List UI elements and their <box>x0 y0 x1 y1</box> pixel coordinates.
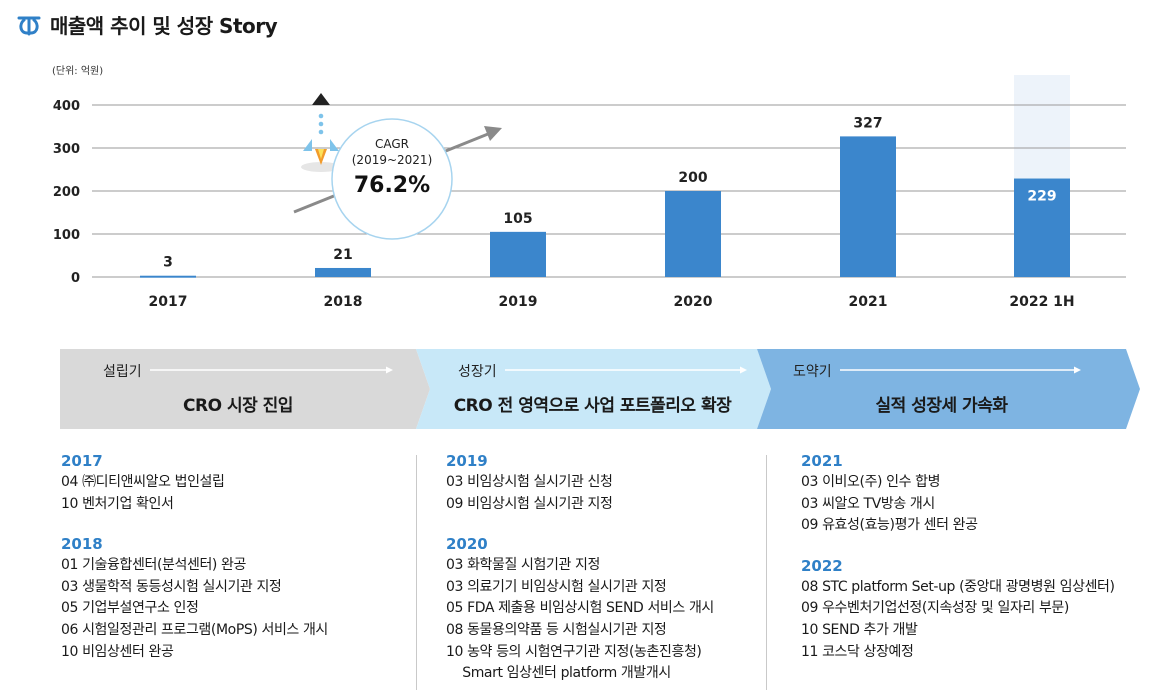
history-event: 01 기술융합센터(분석센터) 완공 <box>61 557 246 574</box>
cagr-value: 76.2% <box>354 173 430 198</box>
cagr-label: CAGR <box>375 137 409 151</box>
history-event: 08 STC platform Set-up (중앙대 광명병원 임상센터) <box>801 578 1115 595</box>
data-label: 21 <box>333 247 352 263</box>
x-tick-label: 2019 <box>499 294 538 310</box>
x-tick-label: 2017 <box>149 294 188 310</box>
x-tick-label: 2022 1H <box>1009 294 1074 310</box>
bar-2022-1H <box>1014 178 1070 277</box>
data-label: 327 <box>853 115 882 131</box>
phase-shape-2 <box>416 349 771 429</box>
history-year: 2019 <box>446 452 488 470</box>
history-event: 06 시험일정관리 프로그램(MoPS) 서비스 개시 <box>61 621 328 638</box>
history-event: 10 SEND 추가 개발 <box>801 621 918 638</box>
bar-2017 <box>140 275 196 278</box>
y-tick-label: 400 <box>53 99 80 114</box>
company-logo-icon <box>17 16 41 35</box>
history-event: 03 씨알오 TV방송 개시 <box>801 495 935 512</box>
data-label: 105 <box>503 211 532 227</box>
revenue-bar-chart: (단위: 억원) 0 100 200 300 400 3 2017 21 2018 105 2019 2… <box>52 64 1126 310</box>
history-event: 05 기업부설연구소 인정 <box>61 600 199 617</box>
phase-label-leap: 도약기 <box>793 364 832 380</box>
history-year: 2021 <box>801 452 843 470</box>
data-label: 229 <box>1027 189 1056 205</box>
phase-label-growth: 성장기 <box>458 364 497 380</box>
phase-arrow-2 <box>505 366 747 374</box>
phase-arrow-3 <box>840 366 1081 374</box>
y-tick-label: 0 <box>71 271 80 286</box>
x-tick-label: 2018 <box>324 294 363 310</box>
data-label: 3 <box>163 255 173 271</box>
phase-shape-3 <box>757 349 1140 429</box>
column-divider <box>416 455 417 690</box>
phase-label-founding: 설립기 <box>103 364 142 380</box>
history-event: 09 유효성(효능)평가 센터 완공 <box>801 517 978 534</box>
phase-arrow-1 <box>150 366 393 374</box>
history-event: 09 우수벤처기업선정(지속성장 및 일자리 부문) <box>801 600 1069 617</box>
column-divider <box>766 455 767 690</box>
history-event: Smart 임상센터 platform 개발개시 <box>446 665 671 682</box>
history-event: 10 비임상센터 완공 <box>61 643 174 660</box>
history-event: 05 FDA 제출용 비임상시험 SEND 서비스 개시 <box>446 600 714 617</box>
y-tick-label: 100 <box>53 228 80 243</box>
history-year: 2022 <box>801 556 843 575</box>
y-tick-label: 200 <box>53 185 80 200</box>
history-column-leap: 2021 03 이비오(주) 인수 합병 03 씨알오 TV방송 개시 09 유… <box>801 452 1115 663</box>
phase-desc-founding: CRO 시장 진입 <box>183 396 293 416</box>
bar-2020 <box>665 191 721 277</box>
history-column-growth: 2019 03 비임상시험 실시기관 신청 09 비임상시험 실시기관 지정 2… <box>446 452 714 685</box>
history-event: 03 이비오(주) 인수 합병 <box>801 474 941 490</box>
history-column-founding: 2017 04 ㈜디티앤씨알오 법인설립 10 벤처기업 확인서 2018 01… <box>61 452 328 663</box>
history-event: 08 동물용의약품 등 시험실시기관 지정 <box>446 621 667 638</box>
history-event: 10 벤처기업 확인서 <box>61 495 174 512</box>
x-tick-label: 2021 <box>849 294 888 310</box>
title-area: 매출액 추이 및 성장 Story <box>16 10 278 39</box>
bar-2021 <box>840 136 896 277</box>
history-year: 2020 <box>446 535 488 554</box>
history-event: 09 비임상시험 실시기관 지정 <box>446 495 613 512</box>
history-event: 03 생물학적 동등성시험 실시기관 지정 <box>61 578 282 595</box>
phase-desc-growth: CRO 전 영역으로 사업 포트폴리오 확장 <box>453 396 732 416</box>
unit-label: (단위: 억원) <box>52 64 103 77</box>
history-event: 03 의료기기 비임상시험 실시기관 지정 <box>446 578 667 595</box>
page-title: 매출액 추이 및 성장 Story <box>50 14 278 38</box>
x-tick-label: 2020 <box>674 294 713 310</box>
history-event: 10 농약 등의 시험연구기관 지정(농촌진흥청) <box>446 643 702 660</box>
data-label: 200 <box>678 170 707 186</box>
rocket-icon <box>301 93 341 172</box>
y-tick-label: 300 <box>53 142 80 157</box>
history-year: 2018 <box>61 535 103 554</box>
phase-shape-1 <box>60 349 430 429</box>
history-event: 03 화학물질 시험기관 지정 <box>446 557 600 574</box>
cagr-period: (2019~2021) <box>352 153 433 167</box>
history-event: 04 ㈜디티앤씨알오 법인설립 <box>61 474 225 490</box>
history-year: 2017 <box>61 452 103 470</box>
cagr-circle <box>331 118 453 240</box>
history-event: 03 비임상시험 실시기관 신청 <box>446 474 613 490</box>
bar-2019 <box>490 231 546 277</box>
history-event: 11 코스닥 상장예정 <box>801 643 914 660</box>
phase-desc-leap: 실적 성장세 가속화 <box>875 396 1008 416</box>
growth-arrow-head <box>484 126 502 141</box>
bar-2018 <box>315 267 371 277</box>
